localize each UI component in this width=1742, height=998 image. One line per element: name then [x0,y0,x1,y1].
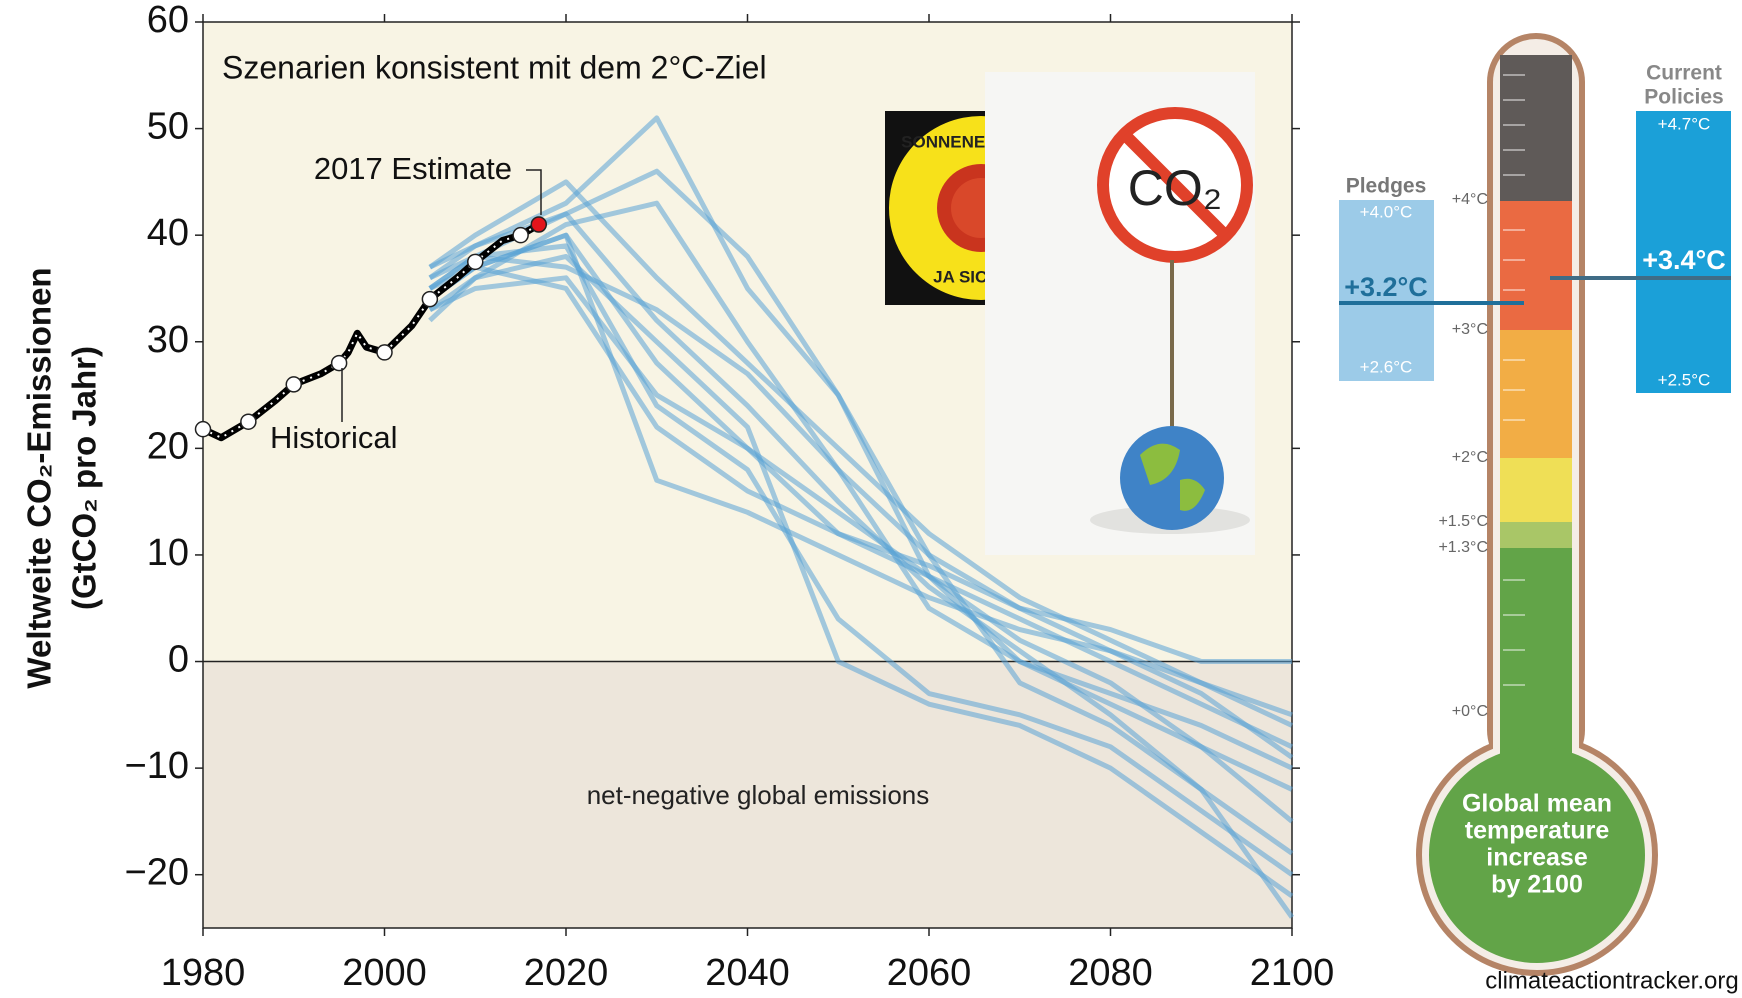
scenario-line [428,179,1293,718]
temp-label: +4°C [1452,191,1488,208]
y-tick-label: 60 [147,0,189,41]
thermometer: +4°C +3°C +2°C +1.5°C +1.3°C +0°C Global… [1416,33,1658,976]
annotation: 2017 Estimate [314,151,512,186]
historical-point [376,344,393,361]
x-tick-label: 2080 [1068,952,1153,994]
historical-dots [202,223,540,439]
y-axis-label: Weltweite CO₂-Emissionen (GtCO₂ pro Jahr) [21,267,103,688]
pledges-low: +2.6°C [1360,357,1413,376]
temp-label: +1.5°C [1438,513,1488,530]
x-tick-label: 2060 [887,952,972,994]
historical-point [421,290,439,308]
bulb-text: by 2100 [1491,871,1583,899]
annotation-leader [526,169,542,215]
historical-point [330,354,348,372]
y-tick-label: −20 [125,852,189,894]
historical-point [285,376,302,393]
temp-label: +1.3°C [1438,539,1488,556]
historical-point [530,216,548,233]
bulb-text: increase [1486,844,1588,872]
temp-label: +3°C [1452,321,1488,338]
scenario-line [428,253,1294,728]
y-tick-label: −10 [125,745,189,787]
x-tick-label: 2100 [1250,952,1335,994]
scenario-line [428,264,1292,665]
y-tick-label: 30 [147,319,189,361]
historical-point [194,420,212,438]
current-high: +4.7°C [1658,114,1711,133]
y-axis-label: Weltweite CO₂-Emissionen [21,267,58,688]
pledges-mid: +3.2°C [1344,272,1428,302]
bulb-text: temperature [1465,817,1610,845]
y-tick-label: 50 [147,106,189,148]
scenario-line [428,243,1294,877]
bulb-text: Global mean [1462,790,1612,818]
historical-point [240,413,257,430]
current-mid: +3.4°C [1642,245,1726,275]
annotation: net-negative global emissions [587,780,930,810]
current-title: Current [1646,62,1722,85]
y-tick-label: 20 [147,425,189,467]
x-tick-label: 2040 [705,952,790,994]
pledges: Pledges +4.0°C +3.2°C +2.6°C [1339,175,1524,381]
y-tick-label: 10 [147,532,189,574]
current-policies: Current Policies +4.7°C +3.4°C +2.5°C [1550,62,1731,393]
co2-image: CO₂ [985,72,1255,555]
y-tick-label: 40 [147,212,189,254]
historical-point [512,226,529,244]
y-axis-label: (GtCO₂ pro Jahr) [66,346,103,610]
temp-label: +2°C [1452,449,1488,466]
current-title: Policies [1644,86,1723,109]
historical-point [467,253,484,271]
chart-title: Szenarien konsistent mit dem 2°C-Ziel [222,49,767,85]
source: climateactiontracker.org [1485,967,1738,994]
annotation: Historical [270,420,397,455]
pledges-title: Pledges [1346,175,1427,198]
sign-text: CO₂ [1128,160,1222,216]
pledges-high: +4.0°C [1360,202,1413,221]
y-tick-label: 0 [168,639,189,681]
temp-label: +0°C [1452,703,1488,720]
x-tick-label: 2020 [524,952,609,994]
current-low: +2.5°C [1658,370,1711,389]
x-tick-label: 1980 [161,952,246,994]
x-tick-label: 2000 [342,952,427,994]
